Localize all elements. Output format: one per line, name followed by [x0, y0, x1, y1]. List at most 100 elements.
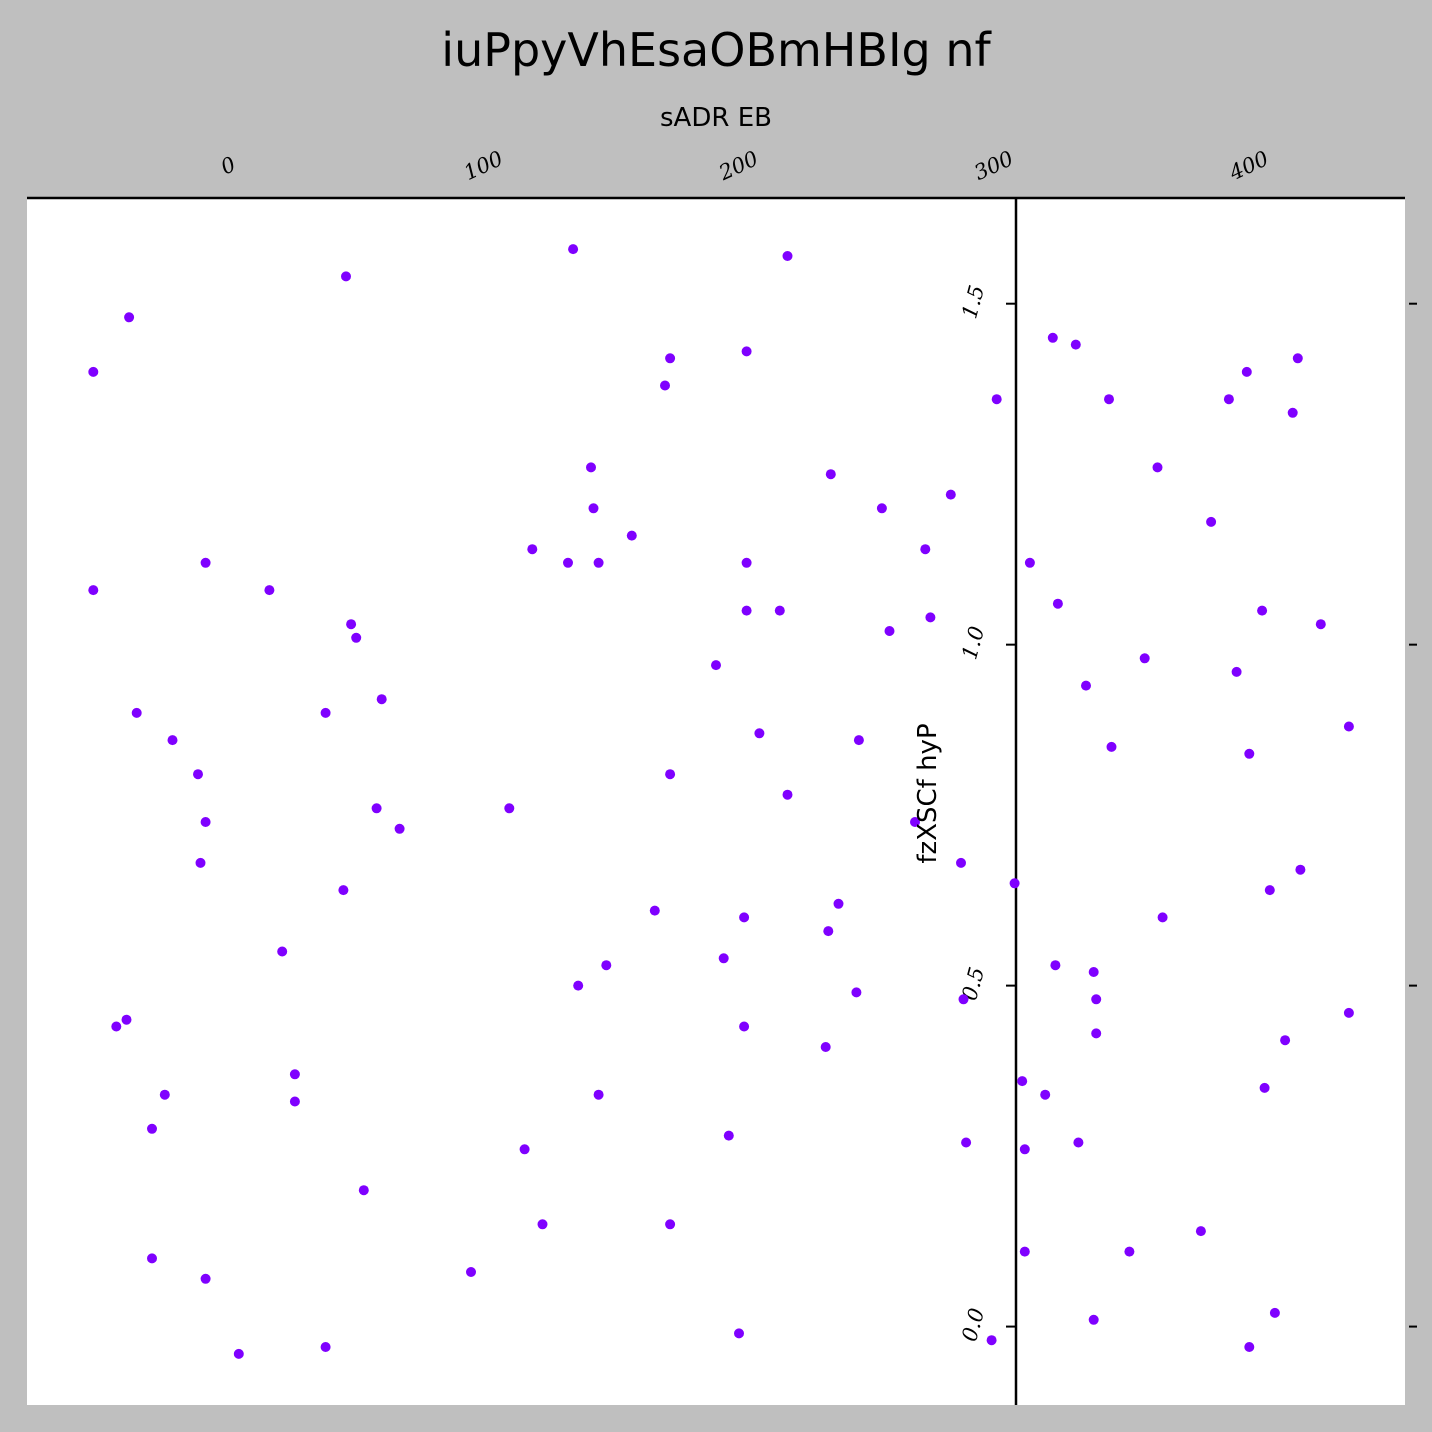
data-point [723, 1130, 734, 1141]
x-tick-label: 400 [1225, 146, 1272, 185]
data-point [1259, 1082, 1270, 1093]
data-point [277, 946, 288, 957]
data-point [1019, 1144, 1030, 1155]
data-point [159, 1089, 170, 1100]
data-point [1157, 912, 1168, 923]
data-point [1287, 407, 1298, 418]
data-point [1264, 885, 1275, 896]
plot-area [27, 198, 1405, 1405]
data-point [1139, 653, 1150, 664]
data-point [925, 612, 936, 623]
data-point [88, 585, 99, 596]
data-point [341, 271, 351, 282]
data-point [1223, 394, 1234, 405]
data-point [665, 1219, 676, 1230]
data-point [1024, 557, 1035, 568]
data-point [1073, 1137, 1084, 1148]
data-point [358, 1185, 369, 1196]
data-point [825, 469, 836, 480]
data-point [1231, 666, 1242, 677]
data-point [961, 1137, 972, 1148]
data-point [739, 1021, 750, 1032]
data-point [1269, 1307, 1280, 1318]
data-point [289, 1096, 300, 1107]
data-point [264, 585, 275, 596]
data-point [920, 544, 931, 555]
data-point [1343, 1007, 1354, 1018]
data-point [1070, 339, 1081, 350]
data-point [956, 857, 966, 868]
data-point [823, 926, 834, 937]
data-point [1152, 462, 1163, 473]
data-point [167, 735, 178, 746]
data-point [774, 605, 785, 616]
data-point [851, 987, 862, 998]
x-tick-label: 0 [217, 152, 239, 179]
data-point [876, 503, 887, 514]
data-point [121, 1014, 132, 1025]
data-point [665, 353, 676, 364]
data-point [734, 1328, 744, 1339]
data-point [1019, 1246, 1030, 1257]
data-point [820, 1042, 831, 1052]
data-point [195, 857, 206, 868]
data-point [351, 632, 362, 643]
data-point [88, 366, 99, 377]
data-point [1280, 1035, 1291, 1046]
x-tick-label: 200 [714, 146, 761, 185]
chart-title: iuPpyVhEsaOBmHBIg nf [441, 23, 992, 77]
data-point [527, 544, 538, 555]
data-point [1241, 366, 1252, 377]
data-point [665, 769, 676, 780]
data-point [1206, 516, 1217, 527]
data-point [147, 1253, 157, 1264]
data-point [1088, 1314, 1099, 1325]
data-point [626, 530, 637, 541]
data-point [1050, 960, 1061, 971]
data-point [1081, 680, 1091, 691]
data-point [910, 817, 920, 827]
data-point [338, 885, 349, 896]
data-point [519, 1144, 530, 1155]
data-point [568, 244, 579, 255]
data-point [1195, 1226, 1206, 1237]
data-point [660, 380, 670, 391]
data-point [1088, 967, 1099, 977]
x-tick-label: 100 [460, 146, 506, 185]
data-point [1009, 878, 1020, 889]
data-point [1315, 619, 1326, 630]
data-point [573, 980, 584, 991]
data-point [1244, 1342, 1255, 1352]
data-point [200, 557, 211, 568]
data-point [1244, 748, 1255, 759]
data-point [588, 503, 599, 514]
data-point [1295, 864, 1306, 875]
data-point [593, 1089, 604, 1100]
data-point [1091, 1028, 1102, 1039]
data-point [711, 660, 721, 671]
data-point [193, 769, 203, 780]
data-point [289, 1069, 300, 1080]
data-point [346, 619, 357, 630]
data-point [853, 735, 864, 746]
data-point [563, 557, 573, 568]
data-point [233, 1348, 244, 1359]
data-point [320, 1342, 331, 1352]
data-point [986, 1335, 997, 1346]
data-point [124, 312, 135, 323]
data-point [1091, 994, 1102, 1005]
data-point [586, 462, 596, 473]
data-point [1040, 1089, 1051, 1100]
data-point [718, 953, 729, 964]
data-point [1052, 598, 1063, 609]
data-point [782, 251, 793, 261]
data-point [593, 557, 604, 568]
data-point [320, 707, 331, 718]
data-point [739, 912, 750, 923]
data-points [88, 244, 1354, 1359]
data-point [147, 1123, 157, 1134]
data-point [754, 728, 765, 739]
data-point [649, 905, 660, 916]
